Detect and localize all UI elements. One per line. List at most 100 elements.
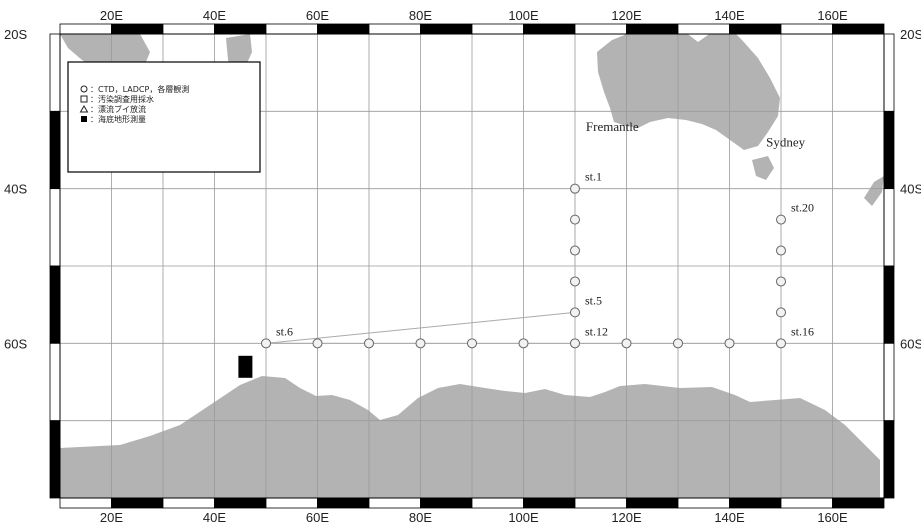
longitude-label-bottom: 120E	[611, 510, 642, 525]
legend-box	[67, 61, 261, 173]
longitude-label-top: 160E	[817, 8, 848, 23]
legend-item-filled-square: ：海底地形測量	[90, 114, 146, 124]
frame-bar-top	[626, 23, 679, 35]
frame-bar-right	[883, 265, 895, 344]
latitude-label-right: 40S	[900, 182, 921, 197]
station-label: st.16	[791, 324, 814, 338]
station-marker	[776, 245, 786, 256]
station-label: st.12	[585, 324, 608, 338]
frame-bar-top	[523, 23, 576, 35]
station-marker	[570, 183, 580, 194]
frame-bar-right	[883, 110, 895, 190]
station-label: st.1	[585, 170, 602, 184]
longitude-label-top: 140E	[714, 8, 745, 23]
frame-bar-right	[883, 420, 895, 499]
frame-bar-bottom	[368, 497, 421, 509]
frame-bar-top	[368, 23, 421, 35]
longitude-labels: 20E 20E 40E 40E 60E 60E 80E 80E 100E 100E 120E 120E…	[100, 8, 848, 525]
longitude-label-bottom: 140E	[714, 510, 745, 525]
station-marker	[776, 338, 786, 349]
longitude-label-top: 60E	[306, 8, 329, 23]
station-label: st.6	[276, 324, 293, 338]
longitude-label-top: 20E	[100, 8, 123, 23]
longitude-label-bottom: 80E	[409, 510, 432, 525]
latitude-label-left: 40S	[4, 182, 27, 197]
frame-bar-top	[420, 23, 473, 35]
station-marker	[776, 276, 786, 287]
station-marker	[415, 338, 426, 349]
frame-bar-bottom	[574, 497, 627, 509]
frame-bar-left	[49, 420, 61, 499]
frame-bar-bottom	[214, 497, 267, 509]
frame-bar-right	[883, 188, 895, 267]
station-marker	[570, 307, 580, 318]
station-label: st.20	[791, 201, 814, 215]
frame-bar-left	[49, 33, 61, 112]
station-marker	[570, 338, 580, 349]
frame-bar-top	[317, 23, 370, 35]
frame-bar-bottom	[59, 497, 112, 509]
longitude-label-top: 100E	[508, 8, 539, 23]
frame-bar-bottom	[420, 497, 473, 509]
frame-bar-left	[49, 265, 61, 344]
frame-bar-right	[883, 342, 895, 422]
legend-item-triangle: ：漂流ブイ放流	[90, 104, 146, 114]
legend-item-circle: ：CTD，LADCP，各層観測	[90, 84, 189, 94]
frame-bar-bottom	[832, 497, 885, 509]
frame-bar-left	[49, 188, 61, 267]
longitude-label-bottom: 160E	[817, 510, 848, 525]
antarctica-land	[60, 376, 880, 498]
latitude-label-left: 60S	[4, 336, 27, 351]
latitude-label-right: 20S	[900, 27, 921, 42]
frame-bar-top	[111, 23, 164, 35]
frame-bar-top	[471, 23, 524, 35]
station-marker	[776, 307, 786, 318]
station-marker	[621, 338, 632, 349]
frame-bar-top	[780, 23, 833, 35]
tasmania-land	[752, 156, 774, 180]
frame-bar-bottom	[780, 497, 833, 509]
frame-bar-left	[49, 342, 61, 422]
frame-border	[59, 33, 885, 499]
legend-filled-square-icon	[81, 116, 87, 122]
latitude-label-left: 20S	[4, 27, 27, 42]
frame-bar-top	[574, 23, 627, 35]
bathymetry-survey	[238, 355, 253, 378]
frame-bar-bottom	[111, 497, 164, 509]
station-marker	[261, 338, 271, 349]
longitude-label-top: 40E	[203, 8, 226, 23]
frame-bar-top	[214, 23, 267, 35]
frame-bar-bottom	[317, 497, 370, 509]
frame-bar-bottom	[677, 497, 730, 509]
bathymetry-survey-area	[238, 355, 253, 378]
legend-circle-icon	[80, 85, 88, 93]
longitude-label-bottom: 40E	[203, 510, 226, 525]
station-marker	[673, 338, 683, 349]
frame-bar-top	[162, 23, 215, 35]
frame-bar-bottom	[523, 497, 576, 509]
map-frame	[49, 23, 895, 509]
new-zealand-land	[864, 176, 884, 206]
station-marker	[364, 338, 374, 349]
frame-bar-top	[832, 23, 885, 35]
station-marker	[776, 214, 786, 225]
longitude-label-bottom: 100E	[508, 510, 539, 525]
longitude-label-top: 80E	[409, 8, 432, 23]
legend: ：CTD，LADCP，各層観測 ：汚染調査用採水 ：漂流ブイ放流 ：海底地形測量	[67, 61, 261, 173]
frame-bar-top	[677, 23, 730, 35]
station-marker	[570, 214, 580, 225]
frame-bar-top	[59, 23, 112, 35]
station-marker	[518, 338, 529, 349]
frame-bar-right	[883, 33, 895, 112]
place-label: Fremantle	[586, 119, 639, 134]
place-label: Sydney	[766, 134, 806, 149]
frame-bar-bottom	[729, 497, 782, 509]
place-labels: Fremantle Sydney	[586, 119, 806, 149]
landmasses	[60, 26, 884, 498]
frame-bar-left	[49, 110, 61, 190]
frame-bar-bottom	[471, 497, 524, 509]
legend-square-icon	[80, 95, 88, 103]
frame-bar-bottom	[626, 497, 679, 509]
frame-bar-top	[729, 23, 782, 35]
